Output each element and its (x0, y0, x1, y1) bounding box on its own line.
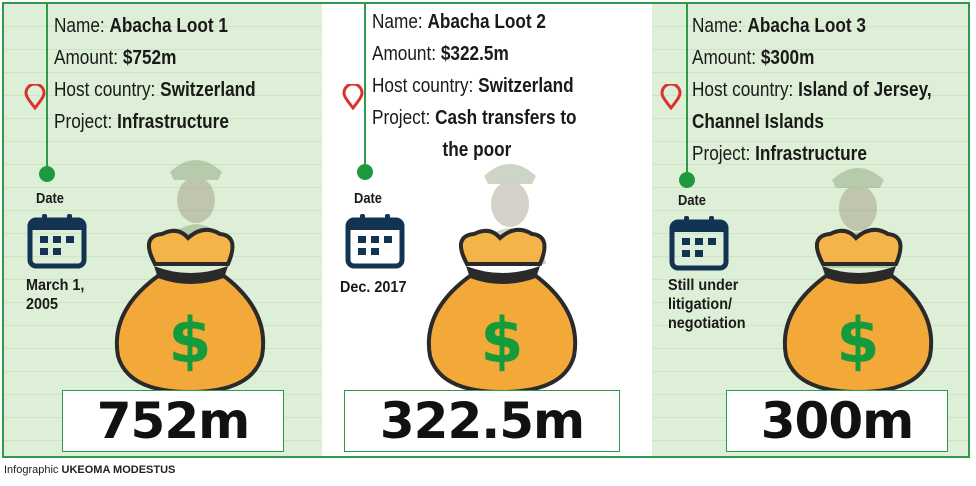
infographic-credit: Infographic UKEOMA MODESTUS (4, 464, 176, 476)
calendar-icon (669, 216, 729, 271)
timeline-dot (39, 166, 55, 182)
calendar-icon (345, 214, 405, 269)
date-label: Date (36, 190, 64, 207)
amount-box: 300m (726, 390, 948, 452)
money-bag-icon: $ (782, 227, 934, 395)
location-pin-icon (660, 84, 682, 110)
dollar-sign-icon: $ (480, 304, 523, 377)
timeline-line (364, 4, 366, 172)
date-label: Date (354, 190, 382, 207)
calendar-icon (27, 214, 87, 269)
infographic-frame: Name: Abacha Loot 1 Amount: $752m Host c… (2, 2, 970, 458)
amount-total: 300m (760, 392, 914, 450)
money-bag-icon: $ (426, 227, 578, 395)
location-pin-icon (342, 84, 364, 110)
loot-panel-2: Name: Abacha Loot 2 Amount: $322.5m Host… (322, 4, 652, 456)
location-pin-icon (24, 84, 46, 110)
timeline-dot (679, 172, 695, 188)
money-bag-icon: $ (114, 227, 266, 395)
loot-info: Name: Abacha Loot 3 Amount: $300m Host c… (692, 15, 932, 165)
timeline-line (46, 4, 48, 174)
amount-box: 752m (62, 390, 284, 452)
timeline-dot (357, 164, 373, 180)
loot-panel-3: Name: Abacha Loot 3 Amount: $300m Host c… (652, 4, 968, 456)
date-value: Still under litigation/ negotiation (668, 277, 746, 332)
dollar-sign-icon: $ (836, 304, 879, 377)
date-value: Dec. 2017 (340, 279, 407, 296)
date-value: March 1, 2005 (26, 277, 85, 313)
loot-info: Name: Abacha Loot 2 Amount: $322.5m Host… (372, 11, 577, 161)
amount-box: 322.5m (344, 390, 620, 452)
timeline-line (686, 4, 688, 180)
dollar-sign-icon: $ (168, 304, 211, 377)
loot-info: Name: Abacha Loot 1 Amount: $752m Host c… (54, 15, 256, 133)
amount-total: 322.5m (379, 392, 585, 450)
date-label: Date (678, 192, 706, 209)
loot-panel-1: Name: Abacha Loot 1 Amount: $752m Host c… (4, 4, 322, 456)
amount-total: 752m (96, 392, 250, 450)
